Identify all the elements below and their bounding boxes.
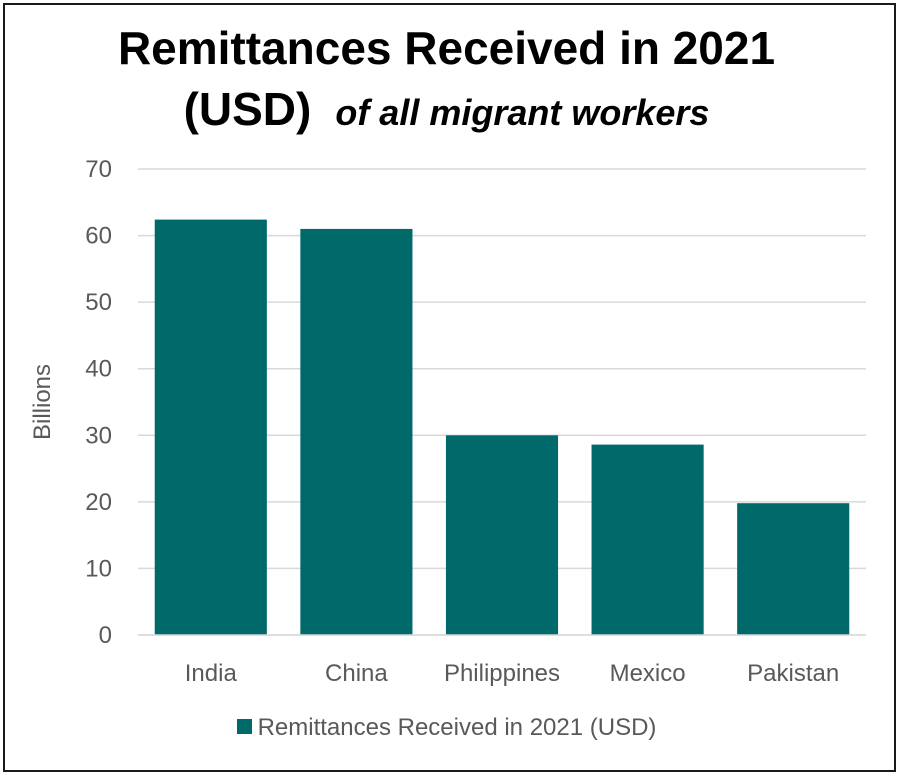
bar-mexico xyxy=(591,444,704,635)
bar-philippines xyxy=(445,435,559,635)
y-tick-label: 50 xyxy=(85,289,112,316)
y-tick-label: 60 xyxy=(85,223,112,250)
bar-pakistan xyxy=(737,503,850,635)
x-tick-label: Philippines xyxy=(444,660,560,687)
y-tick-label: 10 xyxy=(85,555,112,582)
legend-label: Remittances Received in 2021 (USD) xyxy=(257,714,657,741)
bar-china xyxy=(300,228,413,635)
chart-title: Remittances Received in 2021 xyxy=(117,22,776,74)
bar-india xyxy=(154,219,267,635)
y-tick-label: 40 xyxy=(85,356,112,383)
y-axis-title: Billions xyxy=(29,364,56,440)
chart-title-unit: (USD) xyxy=(183,83,312,135)
y-tick-label: 70 xyxy=(85,156,112,183)
chart-frame xyxy=(3,3,896,772)
legend: Remittances Received in 2021 (USD) xyxy=(0,714,893,742)
x-tick-label: Mexico xyxy=(610,660,686,687)
y-tick-label: 20 xyxy=(85,489,112,516)
legend-swatch xyxy=(236,719,252,735)
y-tick-label: 30 xyxy=(85,422,112,449)
y-tick-label: 0 xyxy=(99,622,112,649)
x-tick-label: Pakistan xyxy=(747,660,839,687)
x-tick-label: China xyxy=(325,660,388,687)
chart-subtitle: of all migrant workers xyxy=(335,92,710,133)
chart-title-line2: (USD) of all migrant workers xyxy=(0,83,893,147)
x-tick-label: India xyxy=(185,660,238,687)
